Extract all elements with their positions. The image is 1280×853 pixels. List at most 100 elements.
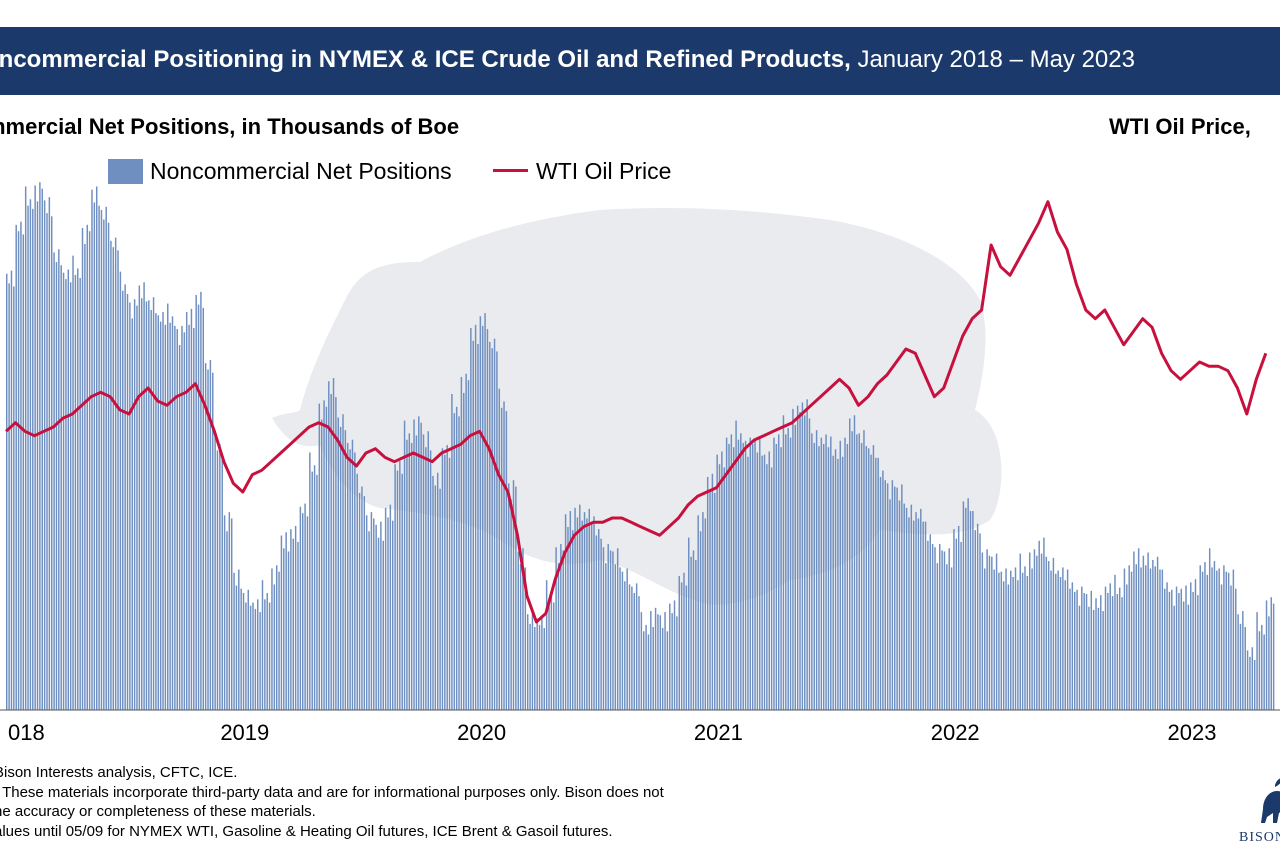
net-position-bar — [248, 590, 249, 710]
net-position-bar — [1218, 568, 1219, 710]
net-position-bar — [885, 480, 886, 710]
net-position-bar — [366, 515, 367, 710]
net-position-bar — [922, 522, 923, 710]
net-position-bar — [456, 407, 457, 710]
legend-swatch-bars — [108, 159, 143, 184]
net-position-bar — [1043, 538, 1044, 710]
net-position-bar — [1162, 570, 1163, 710]
net-position-bar — [991, 557, 992, 710]
net-position-bar — [925, 522, 926, 710]
net-position-bar — [468, 380, 469, 710]
net-position-bar — [27, 206, 28, 710]
net-position-bar — [641, 612, 642, 710]
net-position-bar — [963, 501, 964, 710]
net-position-bar — [965, 508, 966, 710]
net-position-bar — [683, 573, 684, 710]
net-position-bar — [1183, 601, 1184, 710]
net-position-bar — [186, 312, 187, 710]
net-position-bar — [65, 279, 66, 710]
net-position-bar — [958, 526, 959, 710]
net-position-bar — [1166, 582, 1167, 710]
net-position-bar — [934, 547, 935, 710]
net-position-bar — [1029, 553, 1030, 710]
net-position-bar — [347, 443, 348, 710]
net-position-bar — [780, 447, 781, 710]
net-position-bar — [179, 345, 180, 710]
net-position-bar — [98, 206, 99, 710]
net-position-bar — [918, 518, 919, 710]
net-position-bar — [361, 487, 362, 710]
net-position-bar — [986, 549, 987, 710]
net-position-bar — [165, 325, 166, 710]
net-position-bar — [532, 611, 533, 710]
net-position-bar — [252, 603, 253, 710]
net-position-bar — [1024, 566, 1025, 710]
net-position-bar — [1110, 583, 1111, 710]
net-position-bar — [1197, 595, 1198, 710]
net-position-bar — [458, 416, 459, 710]
net-position-bar — [1036, 556, 1037, 710]
net-position-bar — [63, 273, 64, 710]
net-position-bar — [435, 486, 436, 711]
net-position-bar — [1202, 572, 1203, 710]
net-position-bar — [662, 628, 663, 710]
net-position-bar — [1233, 570, 1234, 710]
net-position-bar — [664, 612, 665, 710]
net-position-bar — [903, 504, 904, 710]
net-position-bar — [316, 475, 317, 710]
net-position-bar — [1102, 611, 1103, 710]
net-position-bar — [293, 539, 294, 710]
net-position-bar — [619, 567, 620, 710]
net-position-bar — [757, 453, 758, 710]
logo-text: BISON — [1239, 830, 1280, 846]
net-position-bar — [401, 474, 402, 710]
x-tick-label: 2021 — [694, 720, 743, 745]
net-position-bar — [624, 581, 625, 710]
net-position-bar — [409, 433, 410, 710]
net-position-bar — [155, 313, 156, 710]
net-position-bar — [908, 517, 909, 710]
net-position-bar — [792, 409, 793, 710]
net-position-bar — [814, 443, 815, 710]
net-position-bar — [158, 315, 159, 710]
net-position-bar — [778, 434, 779, 710]
net-position-bar — [956, 539, 957, 710]
net-position-bar — [13, 287, 14, 710]
net-position-bar — [342, 414, 343, 710]
net-position-bar — [536, 619, 537, 711]
footer-disclaimer-2: he accuracy or completeness of these mat… — [0, 802, 664, 822]
net-position-bar — [345, 430, 346, 710]
net-position-bar — [503, 401, 504, 710]
net-position-bar — [1062, 567, 1063, 710]
net-position-bar — [586, 518, 587, 710]
net-position-bar — [46, 213, 47, 710]
net-position-bar — [866, 446, 867, 710]
net-position-bar — [1147, 553, 1148, 710]
net-position-bar — [1199, 565, 1200, 710]
net-position-bar — [896, 488, 897, 710]
net-position-bar — [219, 444, 220, 710]
net-position-bar — [712, 474, 713, 710]
net-position-bar — [1268, 616, 1269, 710]
net-position-bar — [1159, 570, 1160, 710]
net-position-bar — [11, 271, 12, 710]
net-position-bar — [321, 420, 322, 710]
net-position-bar — [113, 247, 114, 710]
net-position-bar — [849, 418, 850, 710]
net-position-bar — [508, 483, 509, 710]
net-position-bar — [567, 527, 568, 710]
net-position-bar — [53, 252, 54, 710]
net-position-bar — [802, 403, 803, 711]
net-position-bar — [1057, 571, 1058, 710]
net-position-bar — [108, 223, 109, 710]
net-position-bar — [25, 187, 26, 710]
net-position-bar — [44, 200, 45, 710]
net-position-bar — [91, 190, 92, 710]
net-position-bar — [1195, 579, 1196, 710]
net-position-bar — [754, 440, 755, 710]
net-position-bar — [1192, 592, 1193, 710]
net-position-bar — [1114, 575, 1115, 710]
net-position-bar — [475, 325, 476, 710]
net-position-bar — [970, 511, 971, 710]
net-position-bar — [1261, 625, 1262, 710]
